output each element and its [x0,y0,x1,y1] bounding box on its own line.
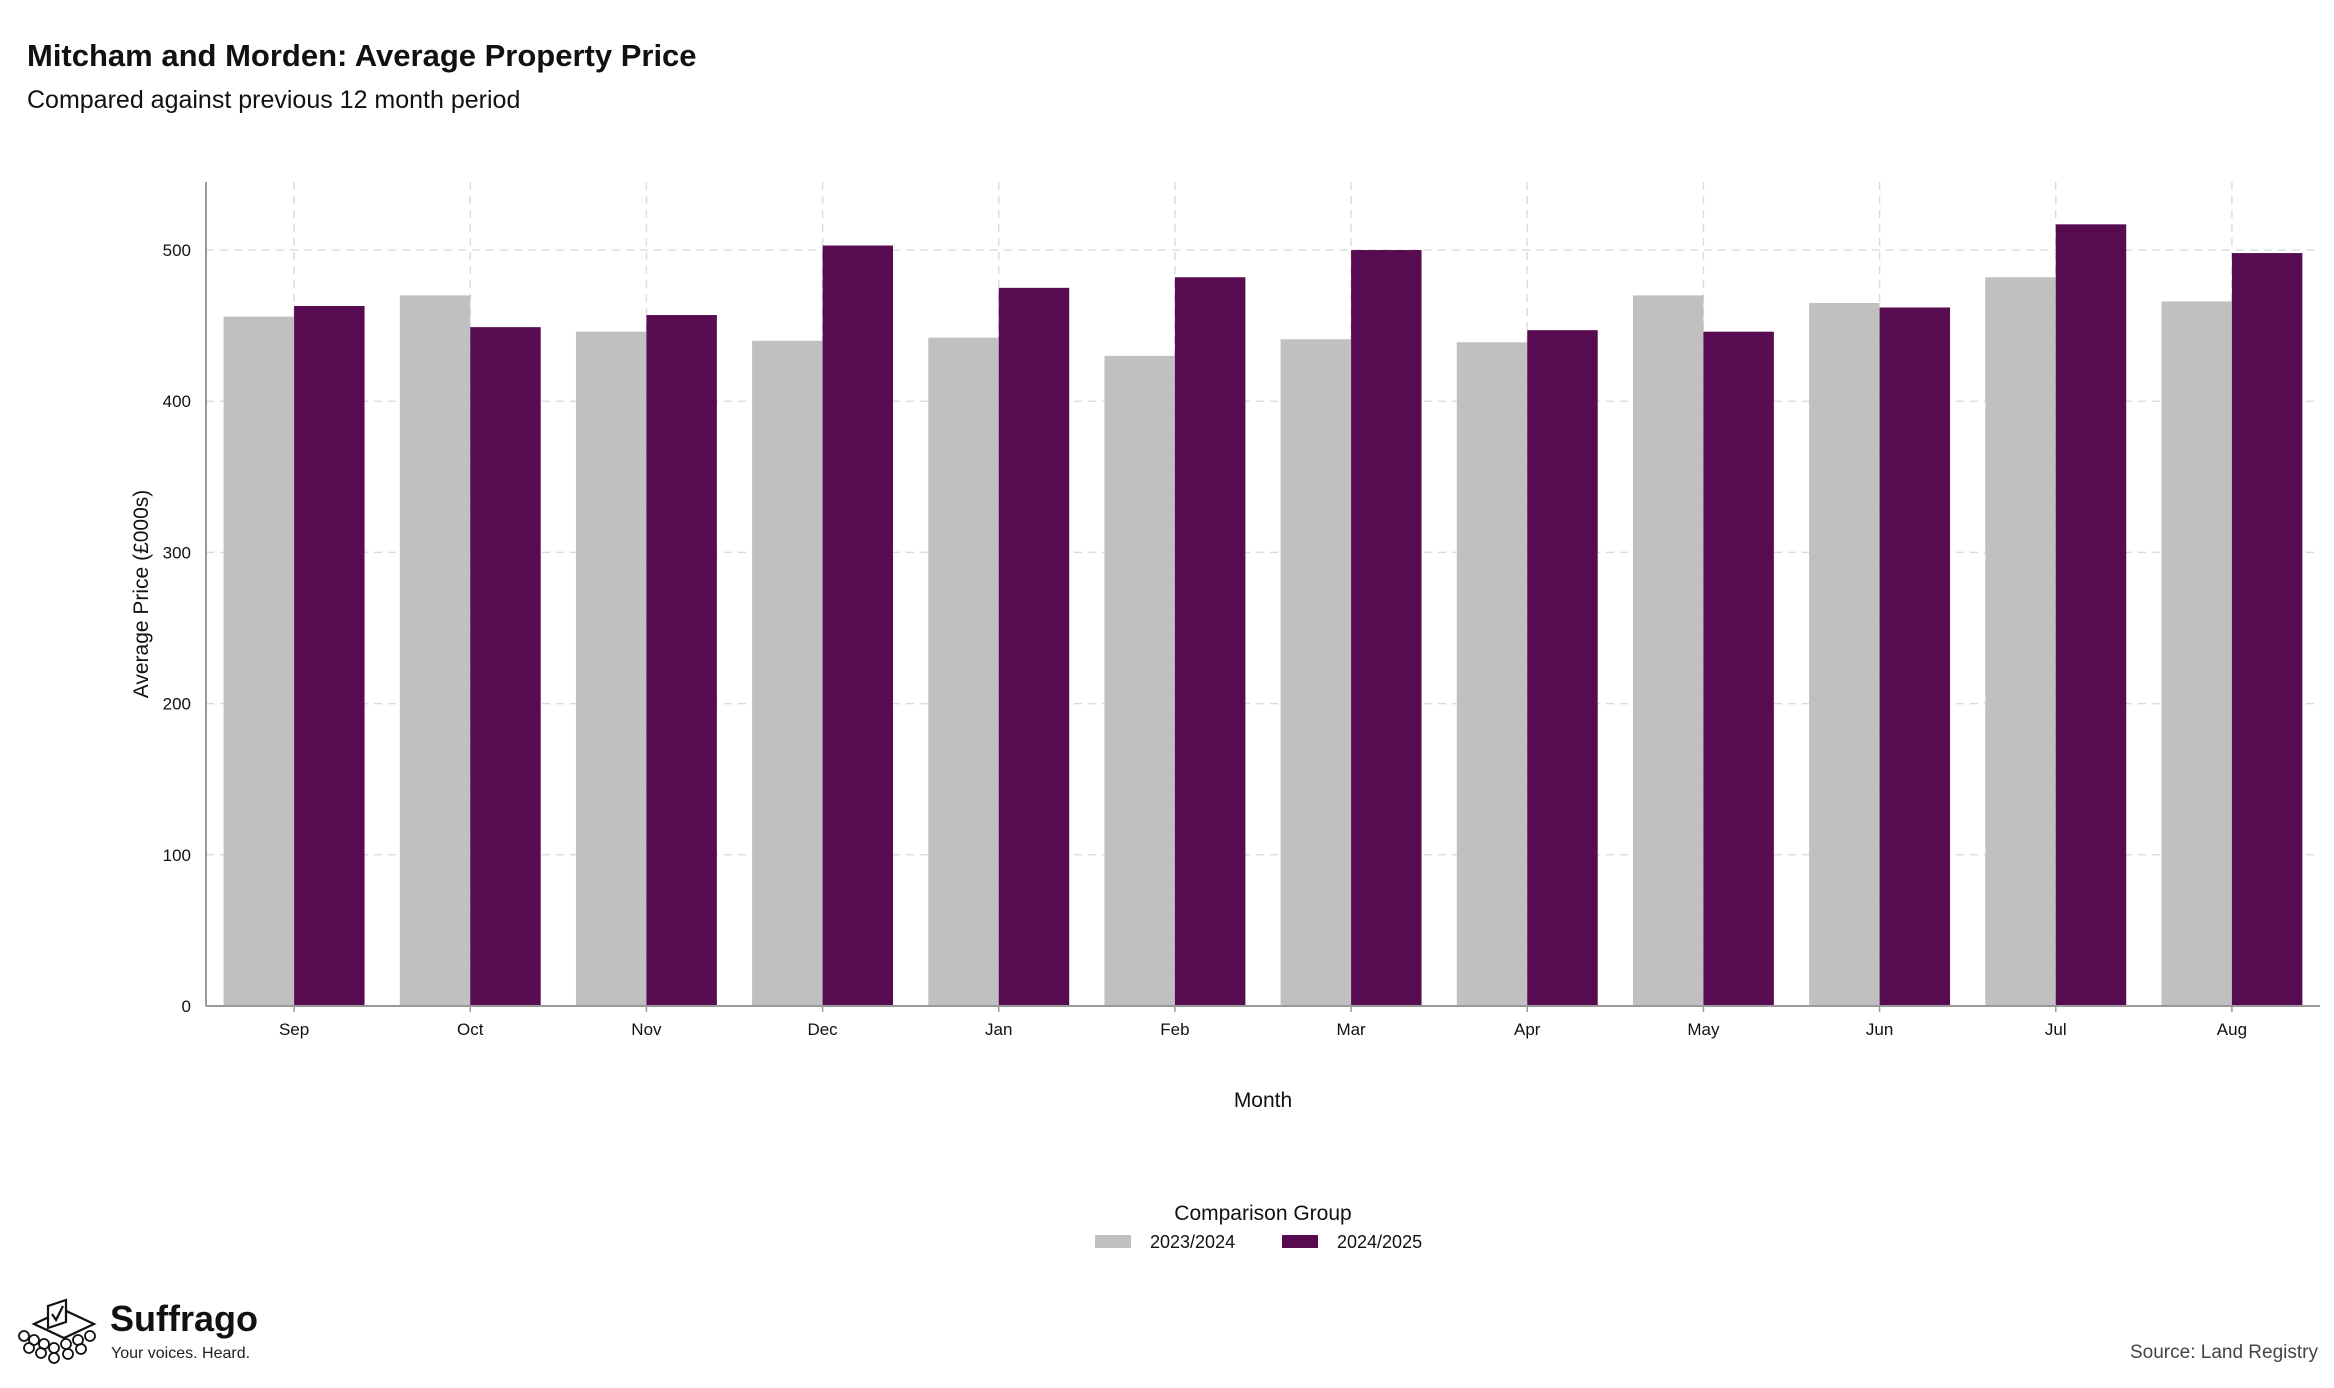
bar-2023-2024-may [1632,295,1704,1006]
bar-2023-2024-nov [575,331,647,1006]
bar-2023-2024-aug [2161,301,2232,1006]
bar-2023-2024-jul [1985,277,2056,1007]
legend-swatch-2024-2025 [1282,1235,1318,1248]
x-ticks: Sep Oct Nov Dec Jan Feb Mar Apr May Jun Jul Aug [279,1006,2247,1039]
bar-2023-2024-feb [1104,355,1175,1006]
x-tick-label-may: May [1687,1020,1720,1039]
legend-swatch-2023-2024 [1095,1235,1131,1248]
x-tick-label-sep: Sep [279,1020,309,1039]
bar-2024-2025-dec [822,245,894,1006]
bar-2023-2024-dec [752,340,823,1006]
bar-2024-2025-feb [1174,277,1246,1007]
x-axis-title: Month [1234,1089,1292,1112]
y-tick-label: 200 [163,695,191,714]
bar-2023-2024-apr [1456,342,1528,1006]
y-tick-label: 500 [163,241,191,260]
y-tick-label: 0 [182,997,191,1016]
brand-tagline: Your voices. Heard. [111,1345,251,1362]
ballot-box-logo-icon [18,1298,97,1364]
bar-2024-2025-mar [1351,250,1422,1007]
y-tick-label: 300 [163,543,191,562]
bar-2024-2025-sep [294,305,365,1006]
x-tick-label-mar: Mar [1336,1020,1366,1039]
brand-name: Suffrago [110,1298,258,1339]
bar-2024-2025-may [1703,331,1774,1006]
bar-2023-2024-oct [399,295,471,1006]
x-tick-label-feb: Feb [1160,1020,1189,1039]
bar-2024-2025-apr [1527,330,1598,1006]
bar-2023-2024-sep [223,316,295,1006]
bar-2024-2025-jun [1879,307,1951,1007]
bar-2024-2025-nov [646,315,717,1006]
legend-title: Comparison Group [1174,1202,1351,1225]
bars [223,224,2303,1007]
y-tick-label: 400 [163,392,191,411]
bar-2023-2024-mar [1280,339,1352,1006]
y-axis-title: Average Price (£000s) [130,490,153,699]
source-note: Source: Land Registry [2130,1342,2318,1363]
x-tick-label-jan: Jan [985,1020,1012,1039]
bar-2023-2024-jun [1809,302,1880,1007]
x-tick-label-nov: Nov [631,1020,662,1039]
bar-2024-2025-jan [998,287,1070,1007]
legend: Comparison Group 2023/2024 2024/2025 [1095,1202,1422,1252]
bar-2023-2024-jan [928,337,999,1006]
x-tick-label-oct: Oct [457,1020,484,1039]
chart-subtitle: Compared against previous 12 month perio… [27,86,521,114]
x-tick-label-jul: Jul [2045,1020,2067,1039]
bar-2024-2025-aug [2231,253,2303,1006]
y-tick-label: 100 [163,846,191,865]
legend-label-2024-2025: 2024/2025 [1337,1232,1422,1252]
axes [205,182,2320,1007]
chart-title: Mitcham and Morden: Average Property Pri… [27,38,697,73]
x-tick-label-dec: Dec [807,1020,838,1039]
legend-label-2023-2024: 2023/2024 [1150,1232,1235,1252]
y-ticks: 0 100 200 300 400 500 [163,241,191,1016]
bar-2024-2025-jul [2055,224,2127,1007]
x-tick-label-apr: Apr [1514,1020,1541,1039]
x-tick-label-jun: Jun [1866,1020,1893,1039]
bar-2024-2025-oct [470,327,541,1006]
x-tick-label-aug: Aug [2217,1020,2247,1039]
